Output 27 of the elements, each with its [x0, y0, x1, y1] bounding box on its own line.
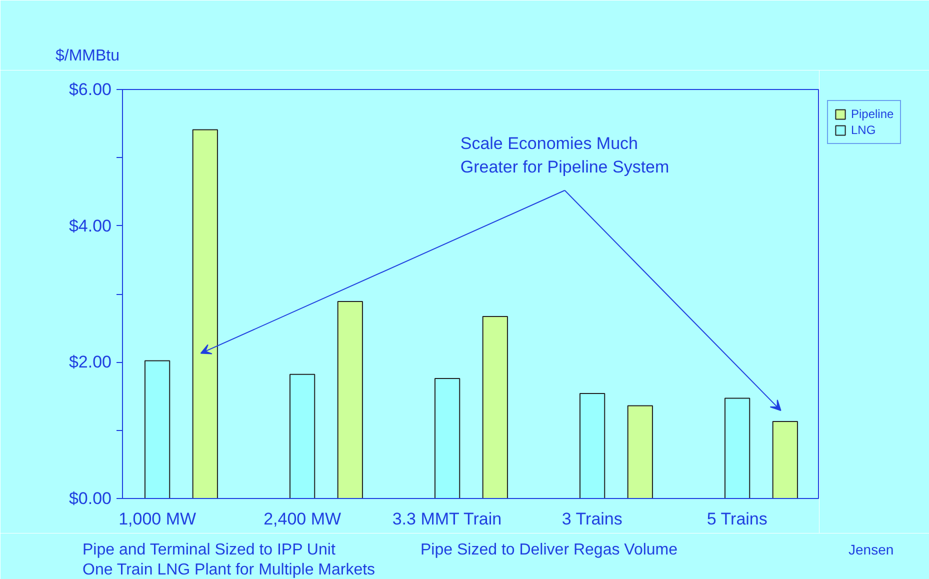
text: One Train LNG Plant for Multiple Markets	[82, 562, 376, 578]
text: Jensen	[848, 542, 894, 558]
bar	[434, 378, 460, 498]
annotation: Scale Economies Much Greater for Pipeline System	[460, 134, 670, 177]
y-tick-label: $2.00	[68, 352, 112, 372]
bar	[192, 129, 218, 498]
legend-label: LNG	[851, 123, 876, 137]
x-tick-label: 5 Trains	[706, 510, 768, 528]
x-tick-label: 3.3 MMT Train	[392, 510, 502, 528]
bar	[627, 405, 653, 498]
y-tick-label: $6.00	[68, 80, 112, 99]
bar	[337, 301, 363, 498]
bar	[482, 316, 508, 498]
x-tick-label: 2,400 MW	[264, 510, 342, 528]
text: Pipe and Terminal Sized to IPP Unit	[82, 542, 336, 558]
x-tick-label: 1,000 MW	[118, 510, 196, 528]
y-tick-label: $4.00	[68, 216, 112, 236]
bar	[724, 398, 750, 498]
bar	[772, 420, 798, 498]
x-tick-label: 3 Trains	[562, 510, 622, 528]
bar	[289, 374, 316, 498]
y-tick-label: $0.00	[68, 489, 112, 508]
text: Pipe Sized to Deliver Regas Volume	[420, 542, 678, 558]
y-axis-title: $/MMBtu	[56, 48, 120, 64]
bar	[144, 360, 170, 498]
bar	[579, 393, 606, 498]
legend-label: Pipeline	[851, 107, 894, 121]
